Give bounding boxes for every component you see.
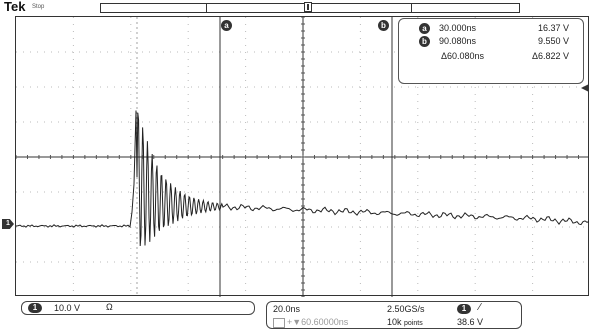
brand-logo: Tek: [4, 0, 25, 14]
record-length: 10k points: [387, 317, 423, 327]
channel-ground-marker[interactable]: 1: [2, 219, 14, 229]
cursor-a-volt: 16.37 V: [509, 23, 569, 33]
timebase-settings[interactable]: 20.0ns +▼60.60000ns 2.50GS/s 10k points …: [266, 301, 522, 329]
delay-value: +▼60.60000ns: [287, 317, 348, 327]
cursor-delta-row: Δ60.080ns Δ6.822 V: [399, 51, 583, 65]
impedance-icon: Ω: [106, 302, 113, 312]
status-bar: Tek Stop: [0, 0, 589, 16]
record-tick: [206, 3, 207, 13]
horizontal-delay: +▼60.60000ns: [273, 317, 348, 328]
cursor-delta-time: Δ60.080ns: [441, 51, 511, 61]
channel-scale: 10.0 V: [54, 303, 80, 313]
cursor-b-icon[interactable]: b: [378, 20, 389, 31]
horizontal-scale: 20.0ns: [273, 304, 300, 314]
cursor-delta-volt: Δ6.822 V: [509, 51, 569, 61]
record-length-value: 10k: [387, 317, 402, 327]
sample-rate: 2.50GS/s: [387, 304, 425, 314]
cursor-a-time: 30.000ns: [439, 23, 509, 33]
record-tick: [411, 3, 412, 13]
cursor-b-badge: b: [419, 36, 430, 47]
record-length-unit: points: [404, 320, 423, 327]
cursor-b-volt: 9.550 V: [509, 36, 569, 46]
cursor-a-badge: a: [419, 23, 430, 34]
channel-settings[interactable]: 1 10.0 V Ω: [21, 301, 255, 315]
trigger-position-icon[interactable]: [304, 2, 312, 12]
settings-bar: 1 10.0 V Ω 20.0ns +▼60.60000ns 2.50GS/s …: [0, 297, 589, 332]
cursor-b-row: b 90.080ns 9.550 V: [399, 36, 583, 50]
trigger-source-badge: 1: [457, 304, 471, 314]
trigger-level: 38.6 V: [457, 317, 483, 327]
delay-icon: [273, 318, 285, 328]
trigger-slope-icon: ∕: [479, 302, 481, 313]
cursor-a-icon[interactable]: a: [221, 20, 232, 31]
channel-badge: 1: [28, 303, 42, 313]
acquisition-state: Stop: [32, 4, 44, 10]
cursor-b-time: 90.080ns: [439, 36, 509, 46]
cursor-readout: a 30.000ns 16.37 V b 90.080ns 9.550 V Δ6…: [398, 18, 584, 84]
cursor-a-row: a 30.000ns 16.37 V: [399, 23, 583, 37]
